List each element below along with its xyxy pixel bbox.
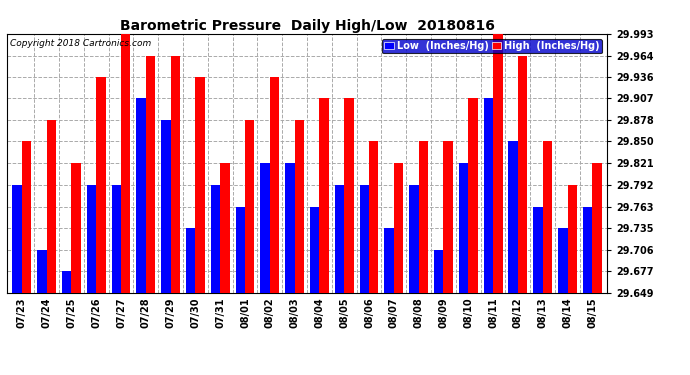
Bar <box>409 185 419 292</box>
Bar <box>245 120 255 292</box>
Bar <box>558 228 567 292</box>
Bar <box>186 228 195 292</box>
Bar <box>509 141 518 292</box>
Text: Copyright 2018 Cartronics.com: Copyright 2018 Cartronics.com <box>10 39 151 48</box>
Bar <box>146 56 155 292</box>
Bar <box>62 272 71 292</box>
Bar <box>295 120 304 292</box>
Bar <box>112 185 121 292</box>
Bar <box>270 76 279 292</box>
Bar <box>533 207 543 292</box>
Bar <box>22 141 31 292</box>
Bar <box>384 228 394 292</box>
Bar <box>359 185 369 292</box>
Title: Barometric Pressure  Daily High/Low  20180816: Barometric Pressure Daily High/Low 20180… <box>119 19 495 33</box>
Bar <box>310 207 319 292</box>
Bar <box>493 34 502 292</box>
Bar <box>137 99 146 292</box>
Bar <box>220 163 230 292</box>
Bar <box>394 163 403 292</box>
Bar <box>419 141 428 292</box>
Bar <box>96 76 106 292</box>
Bar <box>195 76 205 292</box>
Bar <box>211 185 220 292</box>
Bar <box>235 207 245 292</box>
Bar <box>469 99 477 292</box>
Bar <box>12 185 22 292</box>
Bar <box>459 163 469 292</box>
Bar <box>319 99 329 292</box>
Bar <box>484 99 493 292</box>
Bar <box>260 163 270 292</box>
Bar <box>37 250 47 292</box>
Bar <box>335 185 344 292</box>
Bar <box>87 185 96 292</box>
Bar <box>369 141 379 292</box>
Bar <box>121 34 130 292</box>
Bar <box>444 141 453 292</box>
Legend: Low  (Inches/Hg), High  (Inches/Hg): Low (Inches/Hg), High (Inches/Hg) <box>382 39 602 54</box>
Bar <box>161 120 170 292</box>
Bar <box>567 185 577 292</box>
Bar <box>170 56 180 292</box>
Bar <box>518 56 527 292</box>
Bar <box>47 120 56 292</box>
Bar <box>434 250 444 292</box>
Bar <box>285 163 295 292</box>
Bar <box>543 141 552 292</box>
Bar <box>344 99 354 292</box>
Bar <box>592 163 602 292</box>
Bar <box>71 163 81 292</box>
Bar <box>583 207 592 292</box>
